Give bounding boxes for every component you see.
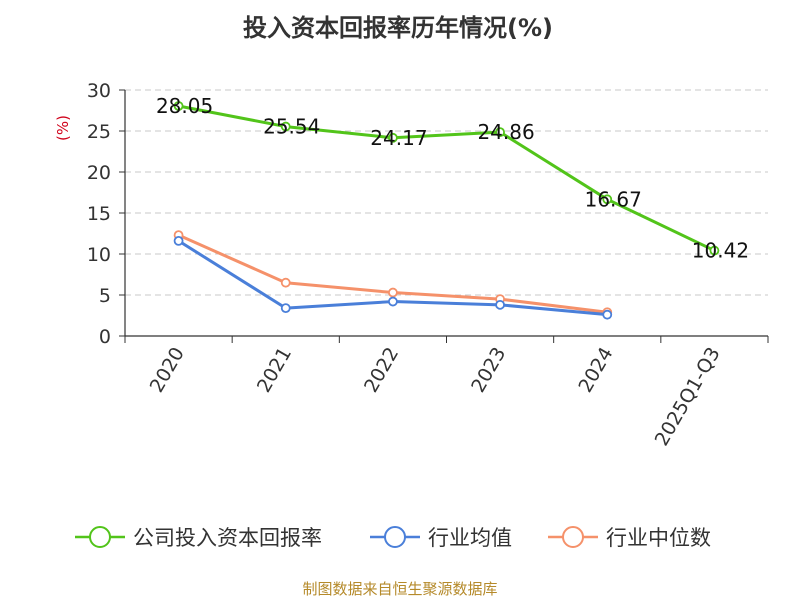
legend-item-2[interactable]: 行业中位数 [548,526,711,550]
data-point[interactable] [173,235,184,246]
legend-swatch-marker [384,526,406,548]
x-tick-label: 2020 [146,344,189,397]
data-point[interactable] [495,127,505,138]
y-tick-label: 5 [99,285,111,307]
legend-label: 公司投入资本回报率 [133,526,322,550]
data-label: 24.17 [370,126,427,150]
data-point[interactable] [280,121,291,132]
data-point[interactable] [602,194,613,205]
series-line-0 [178,104,716,252]
x-tick-label: 2024 [574,344,617,397]
data-point[interactable] [602,309,613,320]
data-labels: 28.05 25.54 24.17 24.86 16.67 10.42 [156,94,749,263]
y-tick-label: 30 [87,80,111,102]
data-label: 16.67 [585,187,642,211]
x-tick-label: 2022 [360,344,403,397]
legend-swatch-marker [89,526,111,548]
data-point[interactable] [495,299,505,310]
legend-label: 行业均值 [428,526,512,550]
data-point[interactable] [280,277,291,288]
y-tick-label: 15 [87,203,111,225]
gridlines [125,89,768,296]
data-label: 28.05 [156,94,213,118]
data-label: 10.42 [692,239,749,263]
legend-item-0[interactable]: 公司投入资本回报率 [75,526,322,550]
legend-label: 行业中位数 [606,526,711,550]
source-note: 制图数据来自恒生聚源数据库 [302,580,497,598]
data-label: 25.54 [263,115,320,139]
y-tick-label: 0 [99,326,111,348]
series-group [173,101,720,320]
legend[interactable]: 公司投入资本回报率 行业均值 行业中位数 [75,526,711,550]
y-tick-label: 10 [87,244,111,266]
data-point[interactable] [280,303,291,314]
legend-swatch-marker [562,526,584,548]
data-point[interactable] [388,132,398,143]
data-point[interactable] [388,296,398,307]
data-point[interactable] [173,101,184,111]
y-tick-label: 20 [87,162,111,184]
data-label: 24.86 [477,120,534,144]
data-point[interactable] [709,245,720,256]
data-point[interactable] [388,287,398,298]
y-tick-label: 25 [87,121,111,143]
legend-item-1[interactable]: 行业均值 [370,526,512,550]
chart-title: 投入资本回报率历年情况(%) [243,14,553,42]
x-tick-label: 2025Q1-Q3 [651,344,725,450]
x-tick-label: 2021 [253,344,296,397]
x-tick-label: 2023 [467,344,510,397]
y-axis-label: (%) [54,115,72,141]
